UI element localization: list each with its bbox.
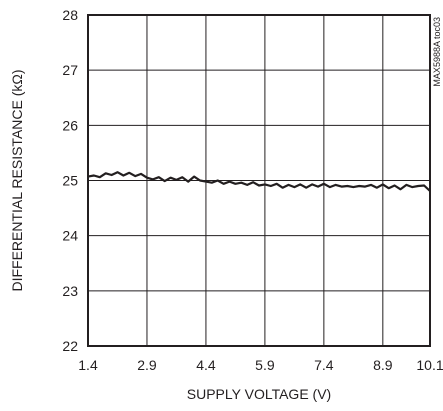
y-tick-label: 26	[62, 117, 78, 133]
chart-id-annotation: MAX5988A toc03	[432, 17, 442, 87]
y-tick-label: 24	[62, 228, 78, 244]
x-tick-label: 5.9	[255, 357, 275, 373]
x-tick-label: 2.9	[137, 357, 157, 373]
plot-frame	[87, 14, 431, 347]
x-tick-label: 4.4	[196, 357, 216, 373]
y-tick-label: 27	[62, 62, 78, 78]
x-tick-label: 8.9	[373, 357, 393, 373]
series-line	[87, 171, 431, 192]
y-axis-title: DIFFERENTIAL RESISTANCE (kΩ)	[9, 69, 25, 291]
grid-layer	[88, 15, 430, 346]
series-layer	[87, 171, 431, 192]
tick-layer: 1.4 2.9 4.4 5.9 7.4 8.9 10.1 22 23 24 25 26 27 28	[62, 7, 443, 373]
y-tick-label: 23	[62, 283, 78, 299]
x-tick-label: 1.4	[78, 357, 98, 373]
y-tick-label: 25	[62, 173, 78, 189]
x-tick-label: 10.1	[416, 357, 443, 373]
x-axis-title: SUPPLY VOLTAGE (V)	[187, 386, 331, 402]
y-tick-label: 28	[62, 7, 78, 23]
y-tick-label: 22	[62, 338, 78, 354]
x-tick-label: 7.4	[314, 357, 334, 373]
